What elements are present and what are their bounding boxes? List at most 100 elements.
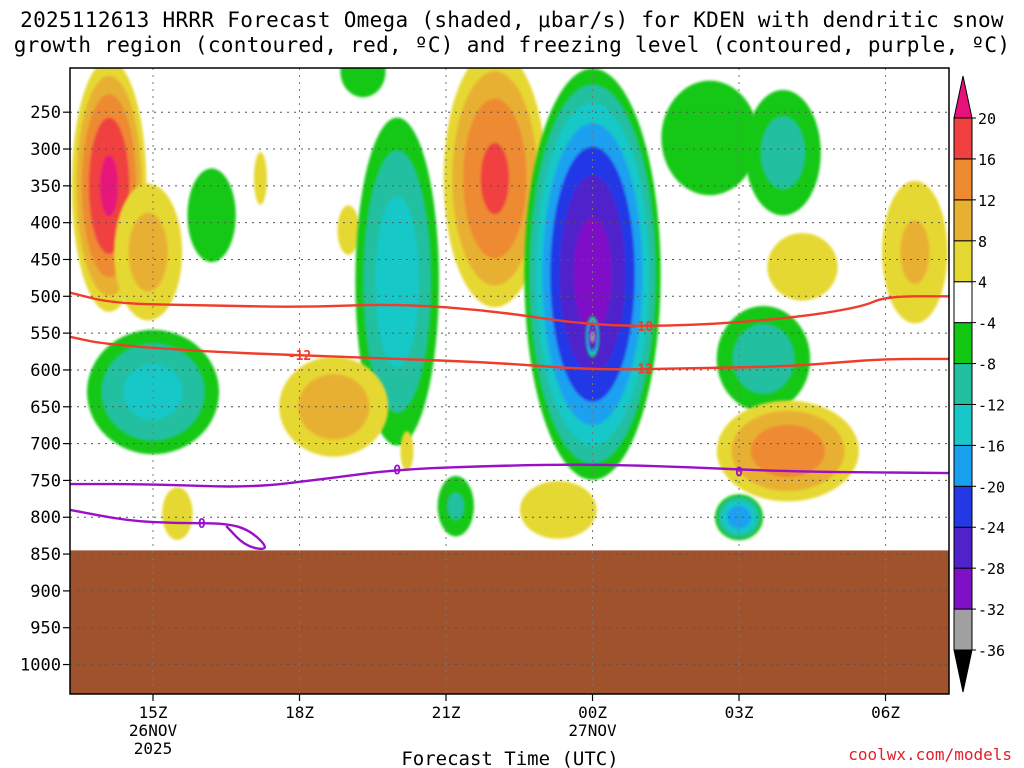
omega-feature bbox=[279, 356, 389, 457]
contour-label: -12 bbox=[630, 362, 653, 377]
y-tick-label: 350 bbox=[30, 177, 61, 197]
omega-feature bbox=[882, 180, 948, 324]
colorbar-label: -32 bbox=[978, 601, 1005, 619]
y-tick-label: 950 bbox=[30, 619, 61, 639]
chart-title-line2: growth region (contoured, red, ºC) and f… bbox=[13, 33, 1011, 57]
colorbar-band bbox=[953, 363, 973, 405]
omega-feature bbox=[187, 168, 236, 263]
omega-contour-band bbox=[480, 142, 510, 215]
colorbar-label: -24 bbox=[978, 519, 1005, 537]
x-tick-label: 00Z bbox=[578, 703, 607, 722]
colorbar-label: -20 bbox=[978, 478, 1005, 496]
x-tick-date-label: 26NOV bbox=[129, 721, 178, 740]
omega-feature bbox=[400, 431, 414, 471]
contour-label: -12 bbox=[288, 349, 311, 364]
colorbar-label: 16 bbox=[978, 151, 996, 169]
omega-contour-band bbox=[750, 424, 825, 478]
y-tick-label: 400 bbox=[30, 214, 61, 234]
y-tick-label: 250 bbox=[30, 103, 61, 123]
omega-contour-band bbox=[375, 195, 420, 368]
colorbar: -36 -32 -28 -24 -20 -16 -12 -8 -4 4 8 12 16 20 bbox=[953, 75, 1005, 693]
y-tick-label: 550 bbox=[30, 324, 61, 344]
y-tick-label: 850 bbox=[30, 545, 61, 565]
colorbar-band bbox=[953, 485, 973, 528]
x-tick-label: 06Z bbox=[871, 703, 900, 722]
contour-label: -18 bbox=[630, 320, 654, 335]
contour-label: 0 bbox=[393, 463, 401, 478]
omega-feature bbox=[253, 152, 268, 205]
y-tick-label: 1000 bbox=[20, 656, 61, 676]
omega-feature bbox=[355, 117, 440, 446]
omega-feature bbox=[114, 183, 183, 321]
y-tick-label: 600 bbox=[30, 361, 61, 381]
omega-feature bbox=[716, 400, 859, 502]
colorbar-band bbox=[953, 158, 973, 201]
colorbar-band bbox=[953, 199, 973, 242]
x-axis-title: Forecast Time (UTC) bbox=[401, 748, 618, 768]
omega-contour-band bbox=[400, 431, 414, 471]
omega-contour-band bbox=[123, 364, 183, 420]
contour-line bbox=[70, 335, 949, 371]
y-tick-label: 750 bbox=[30, 471, 61, 491]
omega-contour-band bbox=[761, 116, 805, 189]
contour-label: 0 bbox=[198, 517, 206, 532]
x-tick-label: 15Z bbox=[139, 703, 168, 722]
colorbar-band bbox=[953, 240, 973, 283]
omega-contour-band bbox=[128, 212, 168, 292]
x-tick-label: 18Z bbox=[285, 703, 314, 722]
contour-line bbox=[70, 463, 949, 488]
omega-contour-band bbox=[590, 331, 595, 343]
terrain-below-ground bbox=[70, 550, 949, 694]
omega-contour-band bbox=[253, 152, 268, 205]
omega-contour-band bbox=[337, 205, 360, 255]
y-tick-label: 500 bbox=[30, 287, 61, 307]
colorbar-min-arrow bbox=[953, 649, 973, 693]
colorbar-max-arrow bbox=[953, 75, 973, 119]
omega-feature bbox=[716, 306, 811, 412]
omega-feature bbox=[745, 89, 821, 216]
y-tick-label: 450 bbox=[30, 250, 61, 270]
omega-feature bbox=[340, 68, 386, 98]
omega-feature bbox=[585, 316, 600, 358]
contour-line bbox=[70, 508, 266, 551]
omega-shading bbox=[71, 68, 948, 541]
colorbar-label: -28 bbox=[978, 560, 1005, 578]
x-tick-date-label: 27NOV bbox=[568, 721, 617, 740]
x-tick-label: 21Z bbox=[432, 703, 461, 722]
contour-lines: -18 -12 0 0 0 -12 bbox=[70, 291, 949, 551]
omega-contour-band bbox=[187, 168, 236, 263]
colorbar-label: -12 bbox=[978, 396, 1005, 414]
colorbar-label: -4 bbox=[978, 315, 996, 333]
omega-contour-band bbox=[767, 233, 838, 301]
omega-feature bbox=[162, 487, 193, 540]
terrain-block bbox=[70, 550, 949, 694]
omega-feature bbox=[443, 68, 547, 308]
omega-feature bbox=[661, 80, 759, 196]
colorbar-label: -8 bbox=[978, 356, 996, 374]
omega-contour-band bbox=[447, 492, 464, 520]
omega-feature bbox=[437, 476, 474, 537]
omega-contour-band bbox=[519, 480, 597, 539]
omega-contour-band bbox=[900, 220, 930, 285]
colorbar-band bbox=[953, 403, 973, 446]
omega-contour-band bbox=[732, 324, 795, 394]
omega-contour-band bbox=[573, 217, 612, 332]
colorbar-label: 12 bbox=[978, 192, 996, 210]
y-tick-label: 900 bbox=[30, 582, 61, 602]
y-tick-label: 800 bbox=[30, 508, 61, 528]
y-tick-label: 300 bbox=[30, 140, 61, 160]
colorbar-label: 4 bbox=[978, 274, 987, 292]
omega-feature bbox=[524, 68, 661, 480]
colorbar-band bbox=[953, 444, 973, 487]
plot-border bbox=[69, 67, 950, 695]
omega-contour-band bbox=[661, 80, 759, 196]
colorbar-band bbox=[953, 526, 973, 569]
x-tick-label: 03Z bbox=[725, 703, 754, 722]
colorbar-band bbox=[953, 322, 973, 365]
source-credit: coolwx.com/models bbox=[848, 745, 1012, 764]
colorbar-label: -16 bbox=[978, 437, 1005, 455]
colorbar-band bbox=[953, 281, 973, 324]
omega-contour-band bbox=[100, 155, 119, 217]
